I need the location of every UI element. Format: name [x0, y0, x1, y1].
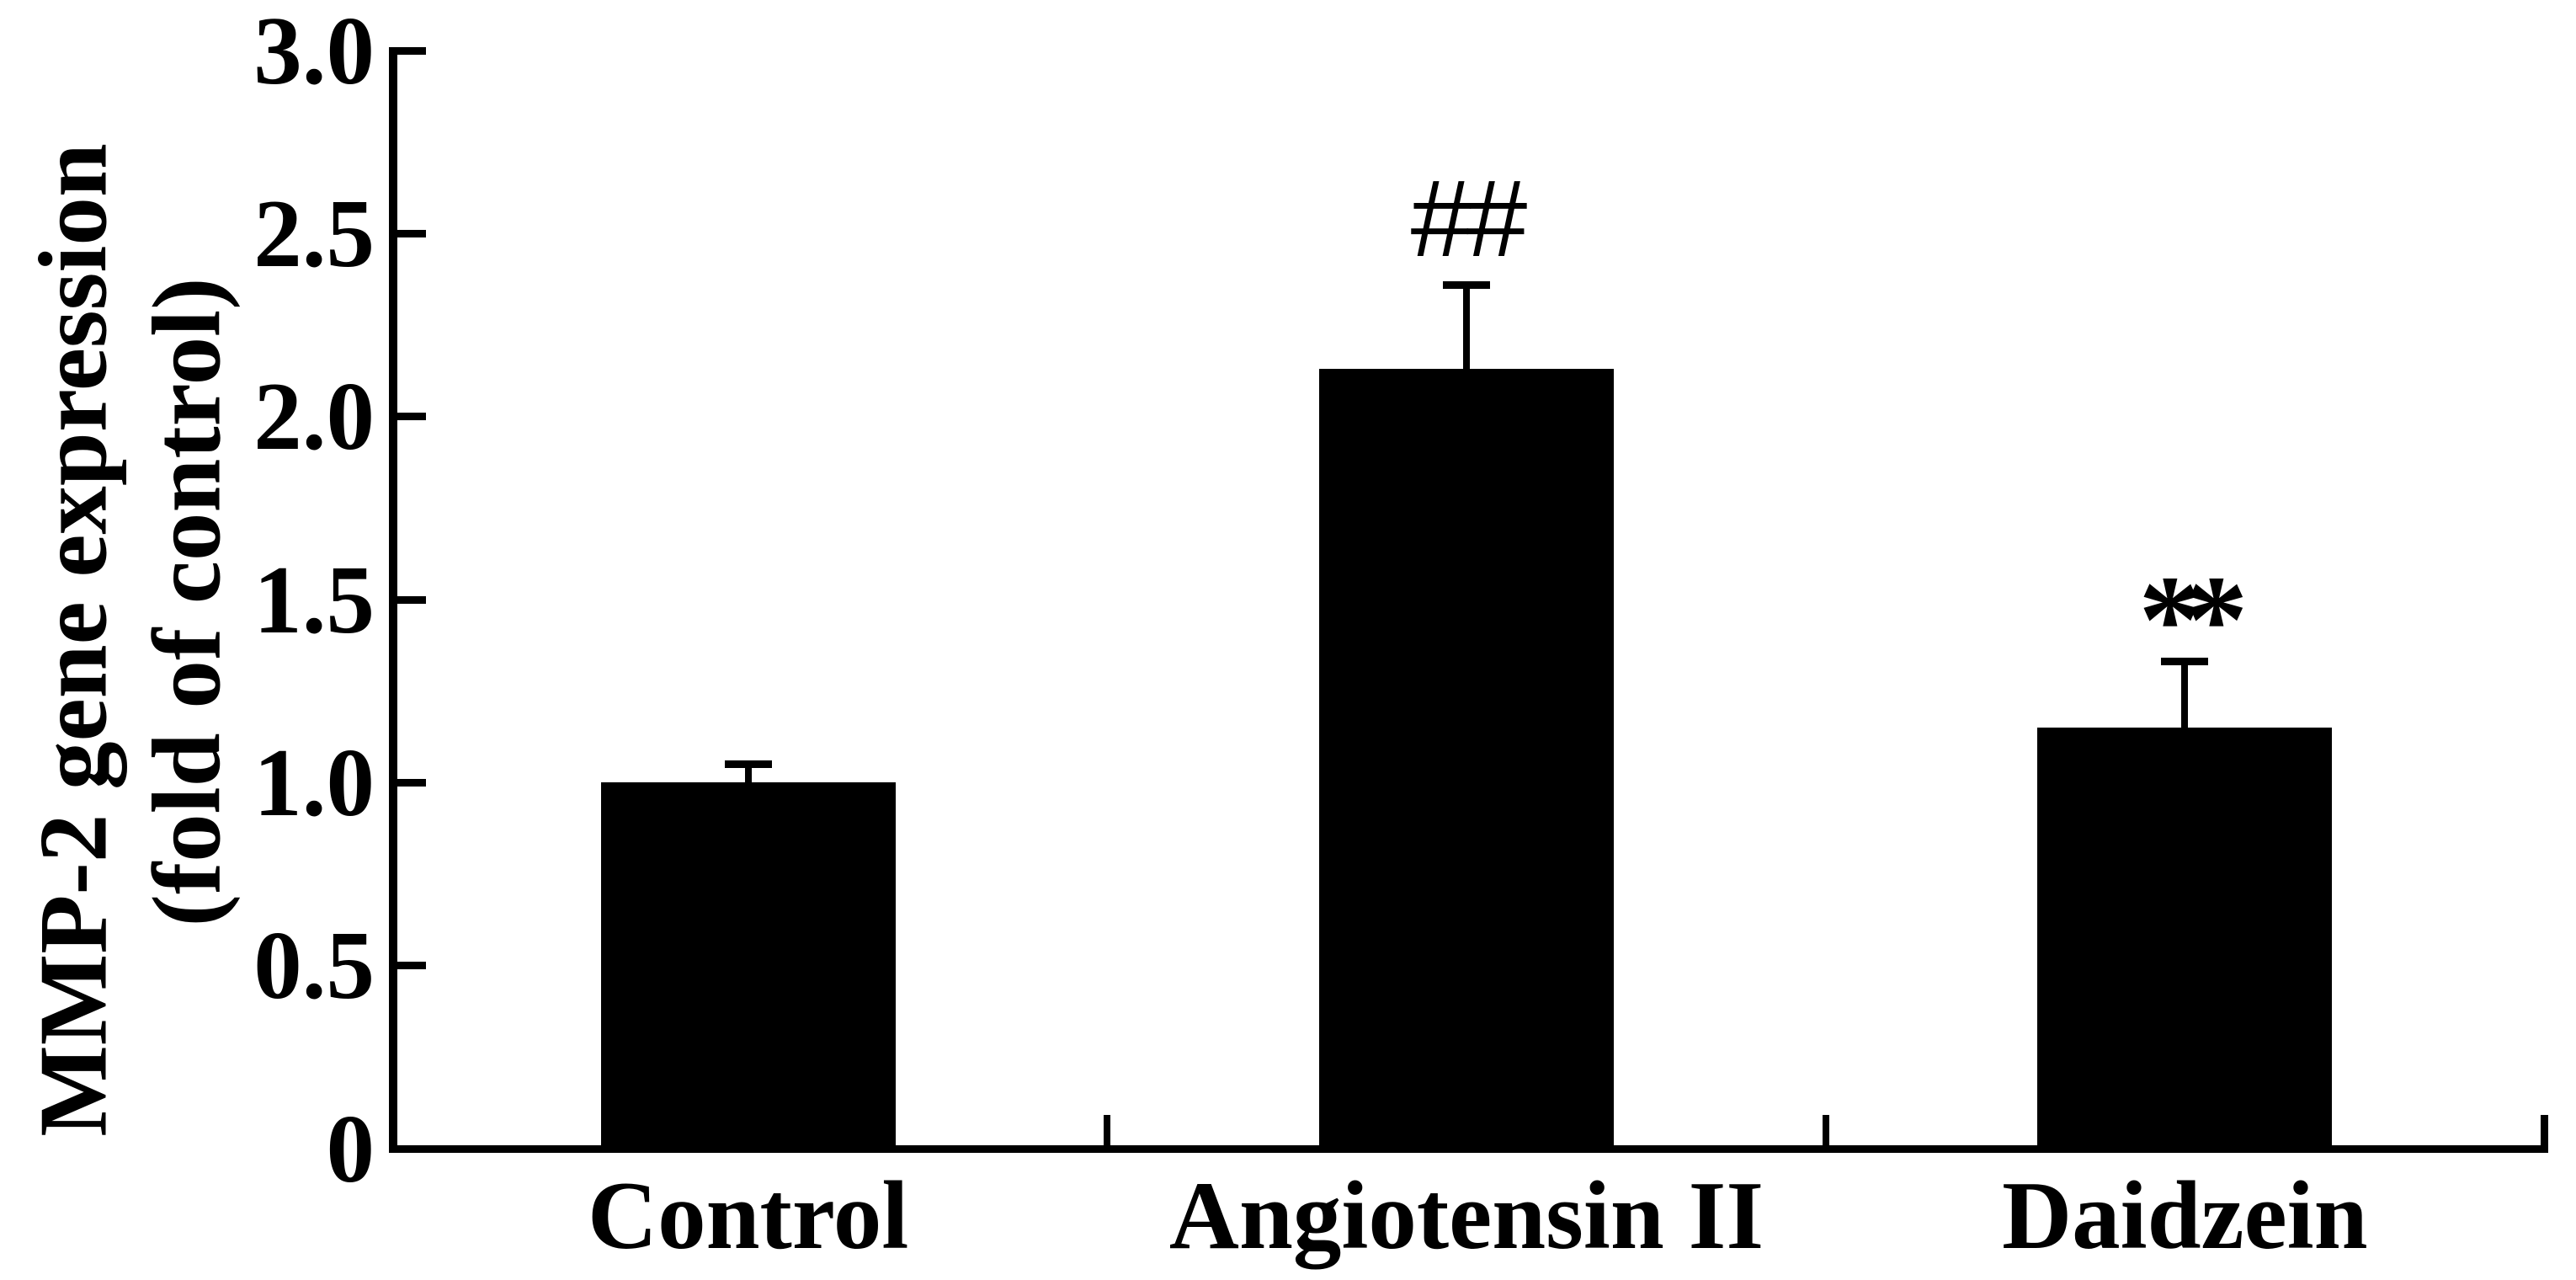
y-tick-label-0-5: 0.5	[253, 912, 375, 1020]
x-axis-separator-tick	[1822, 1115, 1829, 1145]
y-tick-label-1-0: 1.0	[253, 728, 375, 836]
y-tick-1-0	[389, 778, 426, 787]
error-bar-cap-daidzein	[2161, 658, 2209, 666]
y-tick-1-5	[389, 595, 426, 604]
y-tick-label-2-5: 2.5	[253, 179, 375, 287]
y-tick-label-2-0: 2.0	[253, 363, 375, 471]
bar-angiotensin-ii	[1319, 369, 1614, 1149]
significance-annotation-daidzein: **	[2138, 550, 2248, 691]
y-tick-3-0	[389, 46, 426, 55]
x-category-label-control: Control	[588, 1162, 909, 1269]
y-tick-label-1-5: 1.5	[253, 546, 375, 653]
bar-control	[600, 782, 896, 1149]
x-category-label-daidzein: Daidzein	[2002, 1162, 2368, 1269]
y-tick-label-3-0: 3.0	[253, 0, 375, 104]
error-bar-cap-angiotensin-ii	[1443, 280, 1490, 289]
y-tick-label-0: 0	[326, 1095, 375, 1203]
y-tick-2-5	[389, 229, 426, 237]
error-bar-stem-angiotensin-ii	[1463, 285, 1470, 370]
y-tick-0-5	[389, 962, 426, 970]
error-bar-stem-control	[744, 764, 752, 783]
significance-annotation-angiotensin-ii: ##	[1410, 156, 1528, 280]
y-tick-2-0	[389, 413, 426, 421]
error-bar-cap-control	[724, 760, 772, 769]
x-axis-line	[389, 1145, 2547, 1153]
error-bar-stem-daidzein	[2181, 661, 2189, 728]
x-category-label-angiotensin-ii: Angiotensin II	[1168, 1162, 1764, 1269]
bar-daidzein	[2037, 728, 2333, 1149]
x-axis-end-tick	[2541, 1115, 2548, 1153]
x-axis-separator-tick	[1104, 1115, 1111, 1145]
